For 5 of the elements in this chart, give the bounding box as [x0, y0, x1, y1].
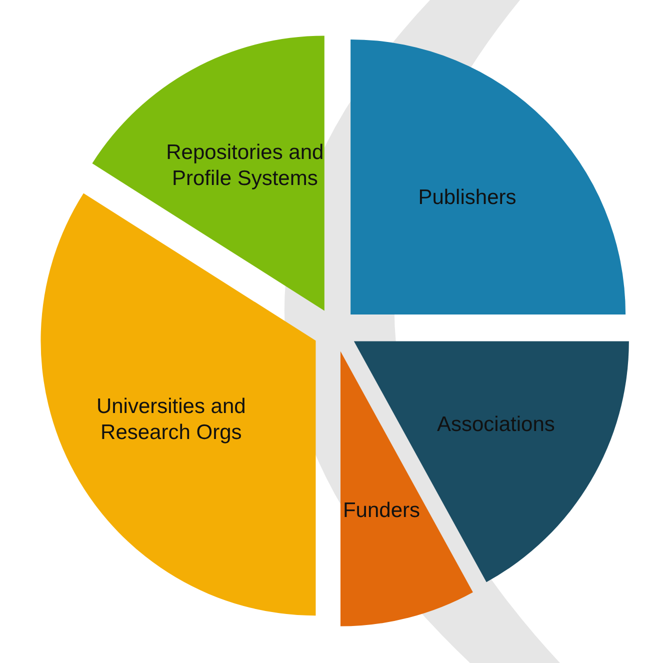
slice-label: Associations — [437, 412, 555, 436]
slice-label: Repositories and Profile Systems — [166, 140, 324, 190]
slice-label: Funders — [342, 498, 420, 522]
slice-label: Universities and Research Orgs — [96, 394, 246, 444]
slice-label: Publishers — [418, 185, 516, 208]
